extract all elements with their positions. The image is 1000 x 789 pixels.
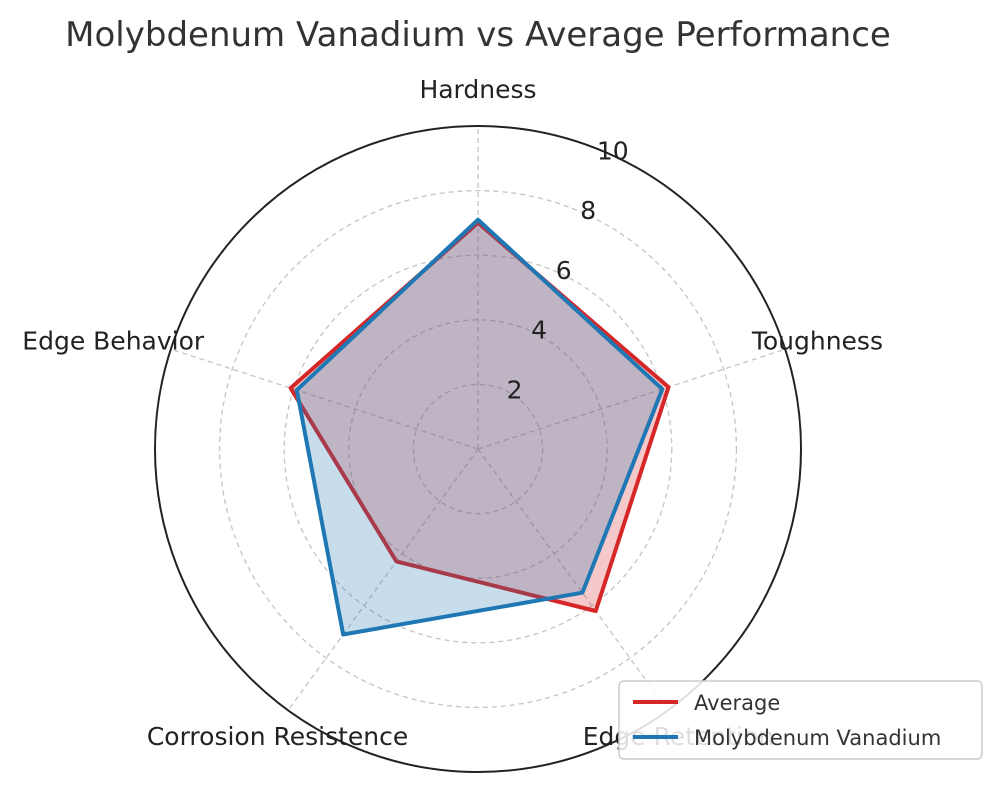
tick-label-10: 10 xyxy=(597,136,629,165)
series-fill-average xyxy=(290,222,669,611)
category-label-edge-behavior: Edge Behavior xyxy=(22,327,205,356)
tick-label-2: 2 xyxy=(507,375,523,404)
legend-label-average: Average xyxy=(694,691,780,715)
outer-frame xyxy=(154,125,802,773)
grid-ring-2 xyxy=(412,383,544,515)
radar-grid xyxy=(154,125,802,773)
category-label-toughness: Toughness xyxy=(751,327,883,356)
chart-title: Molybdenum Vanadium vs Average Performan… xyxy=(65,15,891,55)
legend-box xyxy=(618,680,983,760)
series-line-molybdenum-vanadium xyxy=(294,217,665,637)
tick-label-6: 6 xyxy=(556,256,572,285)
tick-label-4: 4 xyxy=(531,316,547,345)
grid-ring-4 xyxy=(348,319,608,579)
legend: Average Molybdenum Vanadium xyxy=(618,680,983,760)
legend-label-molybdenum-vanadium: Molybdenum Vanadium xyxy=(694,726,941,750)
series-layer xyxy=(288,217,671,637)
series-fill-molybdenum-vanadium xyxy=(296,219,663,635)
radial-tick-labels: 2 4 6 8 10 xyxy=(507,136,629,404)
tick-label-8: 8 xyxy=(580,196,596,225)
category-label-hardness: Hardness xyxy=(419,75,536,104)
grid-ring-8 xyxy=(218,189,738,709)
series-line-average xyxy=(288,220,671,613)
category-label-corrosion-resistence: Corrosion Resistence xyxy=(147,722,408,751)
